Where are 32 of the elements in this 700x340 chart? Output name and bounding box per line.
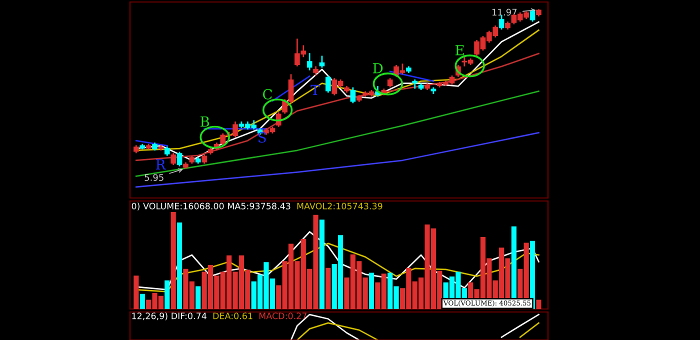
- candlestick: [530, 10, 536, 22]
- text: 0) VOLUME:16068.00 MA5:93758.43: [132, 202, 290, 210]
- annotation: R: [156, 159, 166, 170]
- annotation: C: [262, 89, 272, 100]
- annotation: D: [373, 63, 383, 74]
- annotation: 11.97: [492, 8, 517, 16]
- bar: [196, 286, 201, 309]
- bar: [134, 276, 139, 309]
- bar: [536, 300, 542, 309]
- annotation: T: [310, 84, 320, 96]
- annotation: E: [456, 45, 464, 56]
- bar: [319, 220, 325, 309]
- bar: [368, 272, 374, 309]
- candlestick: [350, 87, 356, 104]
- text: MAVOL2:105743.39: [297, 202, 382, 210]
- candlestick: [176, 152, 182, 166]
- candlestick: [319, 56, 325, 68]
- candlestick: [170, 153, 176, 166]
- annotation: 5.95: [144, 174, 164, 181]
- bar: [326, 268, 331, 309]
- annotation: DEA:0.61: [213, 312, 252, 320]
- candlestick: [306, 53, 312, 70]
- annotation: MACD:0.27: [259, 312, 306, 320]
- candlestick: [325, 75, 331, 93]
- annotation: 12,26,9) DIF:0.74: [132, 312, 206, 320]
- annotation: S: [258, 132, 266, 143]
- bar: [164, 280, 170, 309]
- candlestick: [498, 14, 504, 30]
- bar: [140, 294, 145, 309]
- bar: [176, 222, 182, 309]
- bar: [170, 212, 176, 309]
- annotation: B: [200, 116, 210, 127]
